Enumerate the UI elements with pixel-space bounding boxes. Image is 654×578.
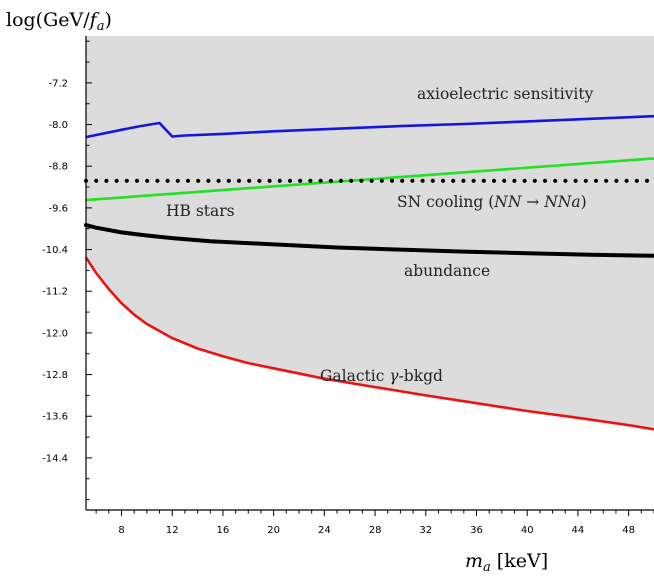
y-tick-label: -12.8 — [42, 370, 68, 381]
x-tick-label: 16 — [217, 525, 230, 536]
y-tick-label: -7.2 — [48, 78, 68, 89]
annotation-galactic: Galactic γ-bkgd — [320, 367, 443, 385]
series-group — [83, 114, 654, 431]
y-tick-label: -12.0 — [42, 328, 68, 339]
y-tick-label: -8.8 — [48, 162, 68, 173]
ticks: -7.2 -8.0 -8.8 -9.6 -10.4 -11.2 -12.0 -12.8 -13.… — [42, 40, 654, 536]
x-tick-label: 40 — [521, 525, 534, 536]
x-tick-label: 48 — [622, 525, 635, 536]
y-tick-label: -10.4 — [42, 245, 68, 256]
series-line-hb-stars — [85, 157, 654, 202]
annotation-hb-stars: HB stars — [166, 202, 235, 220]
y-tick-label: -8.0 — [48, 120, 68, 131]
series-line-galactic-bkgd — [84, 256, 654, 431]
x-tick-label: 24 — [318, 525, 331, 536]
x-tick-label: 20 — [267, 525, 280, 536]
x-tick-label: 8 — [118, 525, 124, 536]
annotation-axioelectric: axioelectric sensitivity — [417, 85, 594, 103]
y-axis-title: log(GeV/fa) — [6, 9, 112, 34]
x-tick-label: 36 — [470, 525, 483, 536]
x-tick-label: 12 — [166, 525, 179, 536]
annotation-abundance: abundance — [404, 262, 490, 280]
y-tick-label: -14.4 — [42, 453, 68, 464]
series-line-axioelectric-sensitivity — [85, 114, 654, 139]
x-axis-title: ma [keV] — [465, 550, 548, 575]
x-tick-label: 44 — [572, 525, 585, 536]
y-tick-label: -9.6 — [48, 203, 68, 214]
x-tick-label: 28 — [369, 525, 382, 536]
series-line-abundance — [84, 223, 654, 258]
x-tick-label: 32 — [419, 525, 432, 536]
annotation-sn-cooling: SN cooling (NN → NNa) — [397, 193, 587, 211]
y-tick-label: -11.2 — [42, 287, 68, 298]
y-tick-label: -13.6 — [42, 412, 68, 423]
axes — [85, 36, 654, 511]
